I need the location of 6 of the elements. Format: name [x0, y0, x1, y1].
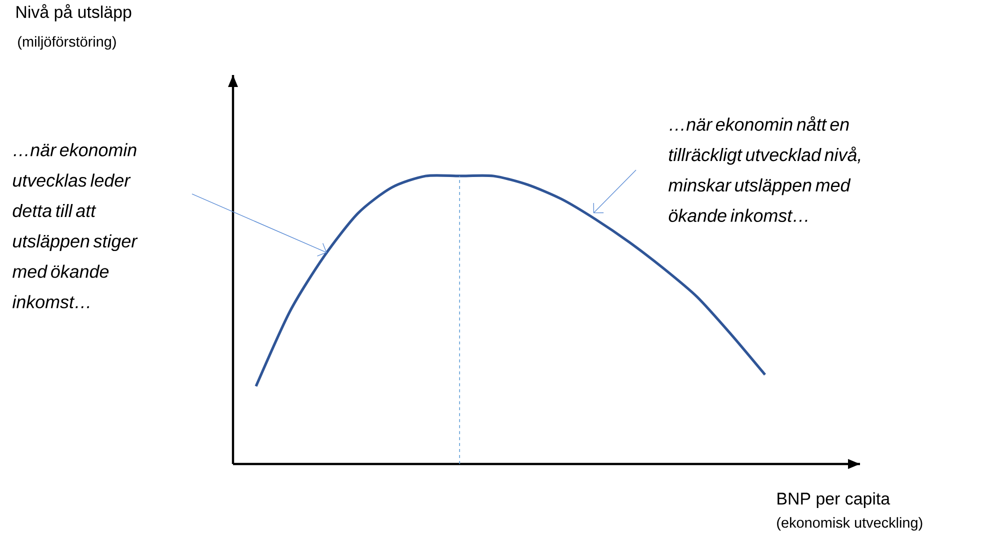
annotation: …när ekonomin nått en tillräckligt utvecklad nivå, minskar utsläppen med ökande inkomst…	[668, 116, 860, 222]
text: (miljöförstöring)	[18, 36, 116, 50]
x-axis-title: BNP per capita	[778, 492, 890, 508]
text: Nivå på utsläpp	[16, 4, 132, 22]
text: …när ekonomin utvecklas leder detta till att utsläppen stiger med ökande inkomst…	[12, 143, 138, 308]
text: (ekonomisk utveckling)	[777, 517, 922, 531]
